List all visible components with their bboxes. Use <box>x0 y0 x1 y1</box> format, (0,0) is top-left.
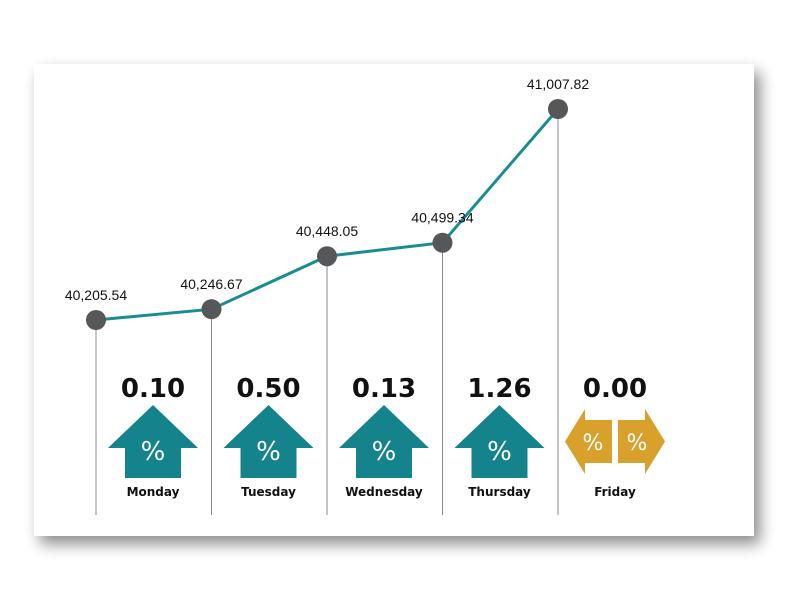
percent-symbol: % <box>583 431 604 456</box>
up-arrow-icon: % <box>108 405 198 478</box>
day-labels: Monday Tuesday Wednesday Thursday Friday <box>127 485 636 499</box>
percent-change-wednesday: 0.13 <box>352 374 416 404</box>
percent-symbol: % <box>256 437 281 467</box>
percent-change-values: 0.10 0.50 0.13 1.26 0.00 <box>121 374 647 404</box>
value-label-tuesday: 40,246.67 <box>180 276 242 292</box>
day-label-thursday: Thursday <box>468 485 531 499</box>
data-point-wednesday <box>317 246 337 267</box>
data-markers <box>86 99 568 330</box>
value-label-friday: 41,007.82 <box>527 76 589 92</box>
percent-change-monday: 0.10 <box>121 374 185 404</box>
direction-arrows: %%%%%% <box>108 405 665 478</box>
data-point-monday <box>86 310 106 330</box>
data-point-thursday <box>432 232 453 253</box>
up-arrow-icon: % <box>223 405 314 478</box>
percent-change-friday: 0.00 <box>583 374 647 404</box>
percent-change-tuesday: 0.50 <box>236 374 300 404</box>
percent-symbol: % <box>141 437 166 467</box>
value-label-monday: 40,205.54 <box>65 287 127 303</box>
drop-lines <box>95 109 559 515</box>
day-label-tuesday: Tuesday <box>241 485 296 499</box>
percent-symbol: % <box>627 431 648 456</box>
percent-symbol: % <box>372 437 397 467</box>
percent-change-thursday: 1.26 <box>467 374 531 404</box>
value-label-thursday: 40,499.34 <box>411 210 473 226</box>
up-arrow-icon: % <box>454 405 545 478</box>
day-label-monday: Monday <box>127 485 180 499</box>
value-labels: 40,205.54 40,246.67 40,448.05 40,499.34 41,0… <box>65 76 589 303</box>
day-label-friday: Friday <box>594 485 636 499</box>
value-label-wednesday: 40,448.05 <box>296 223 358 239</box>
day-label-wednesday: Wednesday <box>345 485 423 499</box>
data-point-tuesday <box>201 299 222 320</box>
data-point-friday <box>548 99 568 119</box>
percent-symbol: % <box>487 437 512 467</box>
left-right-arrow-icon: %% <box>565 409 665 474</box>
up-arrow-icon: % <box>339 405 429 478</box>
